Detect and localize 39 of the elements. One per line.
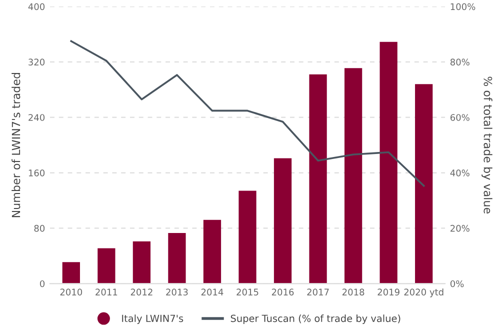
x-tick-label: 2014 (201, 288, 224, 296)
y-tick-label: 400 (28, 3, 45, 10)
y2-tick-label: 100% (450, 3, 476, 10)
y2-tick-label: 20% (450, 224, 470, 232)
legend-label: Italy LWIN7's (122, 314, 184, 324)
bar (344, 68, 362, 284)
x-tick-label: 2017 (307, 288, 329, 296)
y-tick-label: 80 (34, 224, 45, 232)
x-tick-label: 2010 (60, 288, 82, 296)
x-tick-label: 2011 (96, 288, 118, 296)
bar (238, 190, 256, 284)
y2-tick-label: 0% (450, 280, 464, 288)
line-series (70, 40, 425, 187)
bar (98, 248, 116, 284)
y-tick-label: 240 (28, 114, 45, 121)
bar (203, 220, 222, 284)
x-tick-label: 2016 (272, 288, 294, 296)
y-tick-label: 320 (28, 58, 45, 66)
y-axis-title: Number of LWIN7's traded (12, 72, 20, 218)
bar (380, 42, 398, 284)
y2-axis-title: % of total trade by value (482, 76, 492, 214)
x-tick-label: 2013 (166, 288, 188, 296)
x-tick-label: 2012 (130, 288, 152, 296)
bar (415, 84, 433, 284)
y-tick-label: 0 (40, 280, 45, 288)
y-tick-label: 160 (28, 170, 45, 176)
y2-tick-label: 80% (450, 58, 470, 66)
bar (132, 241, 151, 284)
x-tick-label: 2020 ytd (404, 288, 444, 298)
y2-tick-label: 40% (450, 170, 470, 176)
x-tick-label: 2019 (378, 288, 400, 296)
bar (309, 74, 327, 284)
legend-label: Super Tuscan (% of trade by value) (230, 314, 400, 324)
x-tick-label: 2015 (236, 288, 258, 296)
x-tick-label: 2018 (342, 288, 364, 296)
y2-tick-label: 60% (450, 114, 470, 121)
bar (62, 262, 80, 284)
bar (168, 233, 186, 284)
bar (274, 158, 292, 284)
